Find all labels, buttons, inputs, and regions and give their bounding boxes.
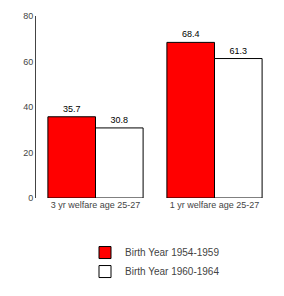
svg-text:3 yr welfare age 25-27: 3 yr welfare age 25-27: [51, 200, 141, 210]
svg-text:60: 60: [23, 57, 33, 67]
svg-text:40: 40: [23, 102, 33, 112]
svg-text:Birth Year 1954-1959: Birth Year 1954-1959: [125, 247, 219, 258]
svg-text:20: 20: [23, 148, 33, 158]
svg-text:0: 0: [28, 193, 33, 203]
svg-text:61.3: 61.3: [230, 46, 248, 56]
svg-text:68.4: 68.4: [182, 29, 200, 39]
svg-text:1 yr welfare age 25-27: 1 yr welfare age 25-27: [170, 200, 260, 210]
svg-text:30.8: 30.8: [111, 115, 129, 125]
svg-text:35.7: 35.7: [63, 104, 81, 114]
svg-text:80: 80: [23, 11, 33, 21]
svg-text:Birth Year 1960-1964: Birth Year 1960-1964: [125, 266, 219, 277]
